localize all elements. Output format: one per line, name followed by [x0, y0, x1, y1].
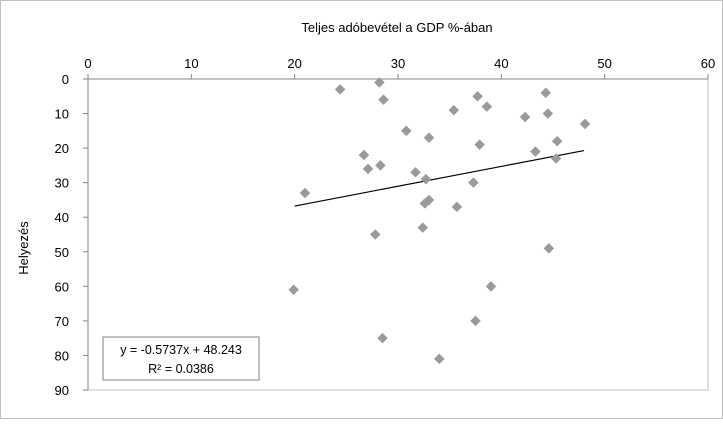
axes-layer: 0 10 20 30 40 50 60 0 10 20 30 40 50 60 70 80 90 — [55, 56, 716, 398]
y-tick-label: 50 — [55, 245, 69, 260]
data-point — [400, 125, 412, 137]
data-point — [470, 315, 481, 327]
data-point — [378, 94, 389, 106]
equation-box-frame — [102, 336, 260, 381]
data-point — [288, 284, 299, 296]
x-tick-label: 30 — [391, 56, 405, 71]
x-tick-label: 0 — [84, 56, 91, 71]
y-tick-label: 30 — [55, 176, 69, 191]
y-tick-label: 70 — [55, 314, 69, 329]
y-tick-label: 40 — [55, 210, 69, 225]
data-point — [410, 166, 421, 178]
y-axis-title: Helyezés — [16, 221, 31, 275]
y-tick-label: 20 — [55, 141, 69, 156]
x-tick-label: 20 — [287, 56, 301, 71]
trendline-layer — [294, 149, 585, 207]
data-point — [417, 222, 429, 233]
data-point — [519, 111, 531, 123]
y-tick-label: 90 — [55, 383, 69, 398]
data-point — [362, 163, 374, 175]
data-point — [543, 242, 555, 254]
x-tick-label: 40 — [494, 56, 508, 71]
x-axis-title: Teljes adóbevétel a GDP %-ában — [301, 20, 492, 35]
y-tick-label: 80 — [55, 348, 69, 363]
data-point — [540, 87, 552, 99]
data-point — [485, 280, 497, 292]
y-tick-label: 60 — [55, 279, 69, 294]
data-point — [369, 229, 381, 240]
trendline-equation: y = -0.5737x + 48.243 — [120, 343, 242, 357]
r-squared-label: R² = 0.0386 — [148, 362, 214, 376]
data-point — [472, 90, 483, 102]
y-tick-label: 0 — [62, 72, 69, 87]
data-point — [481, 101, 493, 112]
y-tick-label: 10 — [55, 107, 69, 122]
data-point — [542, 108, 554, 119]
x-tick-label: 60 — [701, 56, 715, 71]
equation-box: y = -0.5737x + 48.243 R² = 0.0386 — [102, 336, 260, 381]
data-point — [433, 353, 445, 365]
data-point — [299, 187, 311, 199]
data-point — [448, 104, 460, 116]
points-layer — [288, 77, 591, 365]
data-point — [419, 198, 431, 209]
data-point — [334, 84, 346, 95]
x-tick-label: 50 — [597, 56, 611, 71]
data-point — [551, 135, 563, 147]
data-point — [377, 332, 388, 344]
data-point — [468, 177, 479, 189]
data-point — [420, 173, 432, 185]
data-point — [375, 160, 386, 171]
data-point — [423, 132, 435, 144]
data-point — [358, 149, 370, 161]
x-tick-label: 10 — [184, 56, 198, 71]
data-point — [579, 118, 591, 130]
data-point — [530, 146, 541, 157]
data-point — [474, 139, 485, 151]
trendline — [294, 149, 585, 207]
data-point — [550, 153, 562, 164]
data-point — [374, 77, 385, 88]
data-point — [451, 201, 463, 213]
